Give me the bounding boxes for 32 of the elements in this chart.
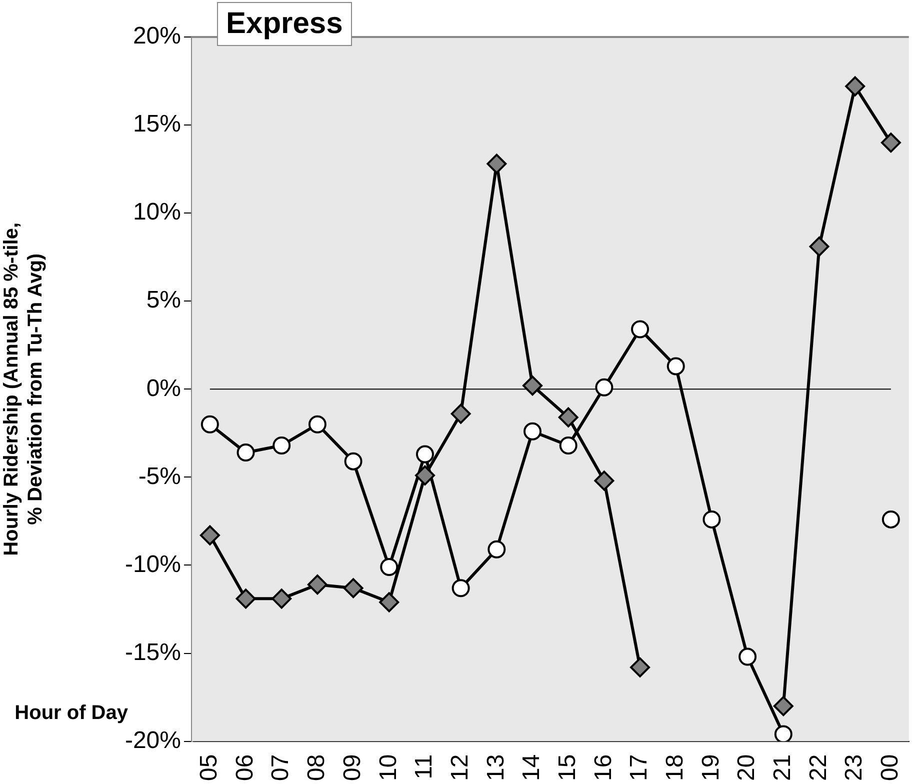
x-tick-label: 23: [840, 754, 868, 782]
x-tick-label: 10: [374, 754, 402, 782]
y-tick-label: 10%: [132, 198, 181, 226]
y-tick-label: 0%: [146, 374, 181, 402]
y-tick-label: -5%: [138, 462, 181, 490]
x-tick-label: 08: [303, 754, 330, 782]
x-tick-label: 14: [518, 754, 546, 782]
x-tick-label: 05: [196, 754, 223, 782]
x-axis-title: Hour of Day: [14, 702, 128, 724]
y-tick-label: -10%: [124, 550, 181, 578]
y-tick-label: 20%: [132, 22, 181, 50]
x-tick-label: 00: [876, 754, 904, 782]
y-tick-label: 15%: [132, 110, 181, 138]
y-tick-label: 5%: [146, 286, 181, 314]
x-tick-label: 12: [446, 754, 474, 782]
x-tick-label: 18: [661, 754, 688, 782]
x-tick-label: 07: [267, 754, 294, 782]
y-tick-label: -20%: [124, 726, 181, 754]
x-tick-label: 06: [231, 754, 258, 782]
x-tick-label: 21: [769, 754, 796, 782]
chart-title: Express: [217, 2, 352, 46]
x-tick-label: 09: [338, 754, 366, 782]
x-tick-label: 22: [804, 754, 832, 782]
x-tick-label: 13: [482, 754, 510, 782]
y-axis-title: Hourly Ridership (Annual 85 %-tile, % Deviation from Tu-Th Avg): [0, 222, 47, 556]
x-tick-label: 16: [590, 754, 617, 782]
x-tick-label: 19: [697, 754, 724, 782]
x-tick-label: 20: [733, 754, 760, 782]
x-tick-label: 11: [410, 754, 438, 780]
y-tick-label: -15%: [124, 638, 181, 666]
x-tick-label: 17: [626, 754, 653, 782]
x-tick-label: 15: [554, 754, 581, 782]
